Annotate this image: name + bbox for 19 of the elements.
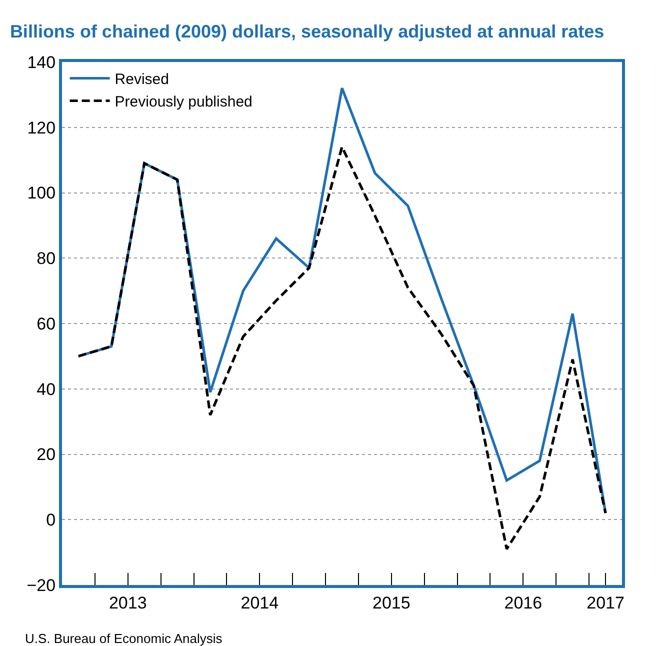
y-tick-label: 60 — [36, 314, 56, 334]
x-tick-label: 2016 — [504, 593, 542, 612]
x-tick-label: 2013 — [108, 593, 147, 612]
x-tick-label: 2014 — [240, 593, 279, 612]
y-tick-label: 20 — [36, 445, 56, 464]
x-tick-label: 2017 — [586, 593, 624, 612]
text: U.S. Bureau of Economic Analysis — [25, 631, 223, 646]
line-series — [77, 146, 607, 550]
legend-label: Previously published — [114, 94, 252, 111]
y-tick-label: 100 — [27, 184, 56, 203]
x-tick-label: 2015 — [372, 593, 410, 612]
legend-label: Revised — [114, 71, 170, 88]
y-tick-label: 140 — [27, 52, 56, 72]
y-tick-label: 120 — [27, 118, 56, 138]
y-tick-label: 80 — [36, 249, 56, 268]
chart-title: Billions of chained (2009) dollars, seasonally adjusted at annual rates — [10, 21, 604, 42]
y-tick-label: 40 — [36, 380, 56, 399]
y-tick-label: 0 — [46, 510, 56, 530]
y-tick-label: −20 — [26, 576, 56, 595]
